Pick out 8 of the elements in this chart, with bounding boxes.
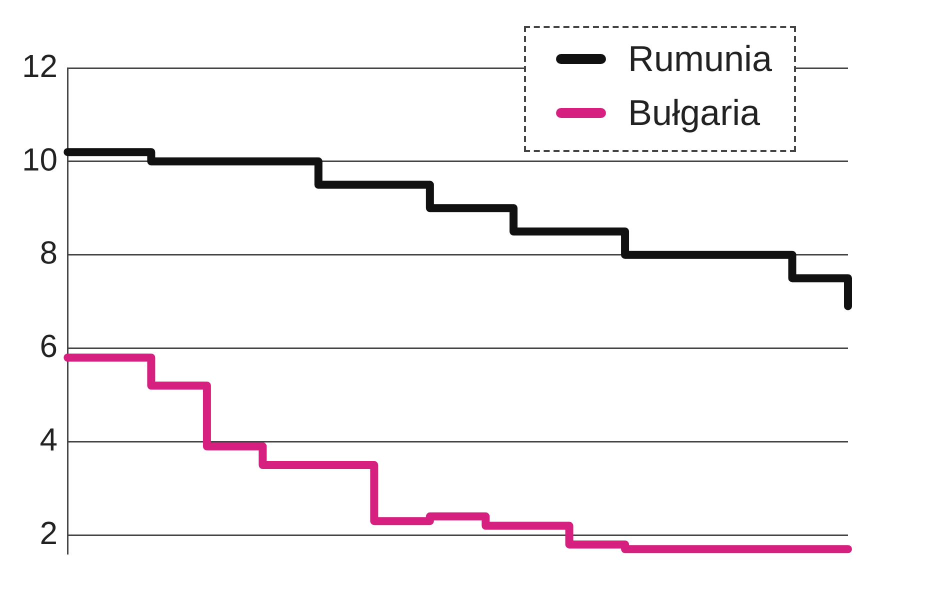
y-tick-label: 2 [40, 514, 58, 551]
y-tick-label: 4 [40, 422, 58, 458]
legend-label: Bułgaria [628, 92, 760, 134]
legend-label: Rumunia [628, 38, 772, 80]
y-tick-label: 12 [22, 48, 58, 84]
y-tick-label: 8 [40, 234, 58, 271]
y-tick-label: 6 [40, 328, 58, 364]
y-tick-label: 10 [22, 141, 58, 178]
